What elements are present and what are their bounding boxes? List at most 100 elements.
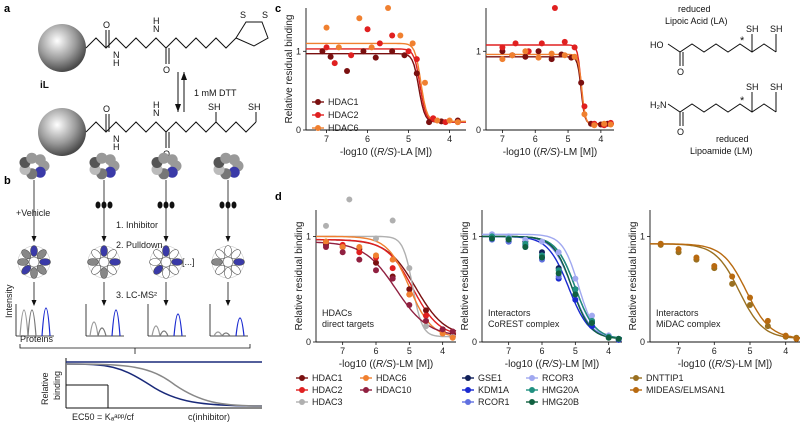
- bead-petal: [149, 258, 161, 266]
- lm-o: O: [677, 127, 684, 137]
- bead-petal: [224, 267, 232, 279]
- data-point: [373, 235, 379, 242]
- data-point: [327, 53, 334, 60]
- data-point: [605, 334, 612, 341]
- protein-blob: [104, 154, 116, 166]
- legend-label: RCOR1: [478, 397, 510, 407]
- bead-core: [28, 256, 40, 268]
- panel-label-c: c: [275, 3, 281, 15]
- data-point: [389, 48, 396, 55]
- data-point: [764, 317, 771, 324]
- x-tick-label: 6: [365, 134, 370, 144]
- x-tick-label: 5: [573, 346, 578, 356]
- legend-label: KDM1A: [478, 385, 509, 395]
- x-tick-label: 4: [447, 134, 452, 144]
- data-point: [406, 265, 413, 272]
- data-point: [439, 330, 446, 337]
- legend-label: HDAC3: [312, 397, 343, 407]
- data-point: [401, 52, 408, 59]
- legend-marker: [299, 399, 305, 405]
- data-point: [426, 119, 433, 126]
- data-point: [397, 32, 404, 39]
- bead-petal: [21, 264, 32, 275]
- atom-o-1: O: [103, 20, 110, 30]
- spectrum-peak: [235, 317, 245, 337]
- data-point: [319, 48, 326, 55]
- bead-petal: [106, 249, 117, 260]
- data-point: [406, 291, 413, 298]
- la-o: O: [677, 67, 684, 77]
- spectrum-peak: [221, 332, 231, 337]
- atom-n-3: N: [113, 134, 120, 144]
- x-tick-label: 4: [783, 346, 788, 356]
- data-point: [389, 256, 396, 263]
- data-point: [423, 312, 429, 319]
- data-point: [339, 249, 346, 256]
- data-point: [535, 48, 542, 55]
- legend-marker: [529, 399, 535, 405]
- data-point: [555, 270, 562, 277]
- data-point: [339, 243, 346, 250]
- data-point: [389, 32, 396, 39]
- la-star: *: [740, 35, 745, 47]
- ec50-label: EC50 = Kₐᵃᵖᵖ/cf: [72, 412, 134, 422]
- bead-petal: [21, 249, 32, 260]
- lm-sh-1: SH: [746, 82, 759, 92]
- data-point: [729, 273, 736, 280]
- data-point: [539, 254, 545, 261]
- data-point: [348, 52, 355, 59]
- data-point: [548, 50, 555, 57]
- step-lcms: 3. LC-MS²: [116, 290, 157, 300]
- data-point: [389, 265, 396, 272]
- data-point: [409, 40, 416, 47]
- spectrum-peak: [111, 309, 121, 337]
- data-point: [489, 235, 495, 242]
- lm-star: *: [740, 95, 745, 107]
- bead-petal: [91, 249, 102, 260]
- x-tick-label: 7: [324, 134, 329, 144]
- bead-petal: [168, 264, 179, 275]
- cinhib-label: c(inhibitor): [188, 412, 230, 422]
- data-point: [747, 294, 753, 301]
- data-point: [555, 249, 562, 256]
- bead-petal: [30, 245, 38, 257]
- data-point: [331, 60, 338, 67]
- data-point: [423, 307, 429, 314]
- x-axis-label: -log10 ((R/S)-LM [M]): [503, 147, 597, 158]
- data-point: [449, 334, 456, 341]
- data-point: [581, 103, 588, 110]
- legend-label: HDAC1: [312, 373, 343, 383]
- spectrum-peak: [159, 330, 169, 337]
- data-point: [522, 236, 529, 243]
- bead-petal: [36, 249, 47, 260]
- data-point: [373, 252, 379, 259]
- chart-annotation: HDACs: [322, 308, 353, 318]
- data-point: [571, 53, 578, 60]
- data-point: [323, 238, 329, 245]
- curve-2: [65, 363, 263, 407]
- protein-blob: [34, 166, 46, 178]
- protein-blob: [228, 154, 240, 166]
- legend-label: HDAC2: [312, 385, 343, 395]
- relative-label-2: binding: [52, 371, 62, 400]
- x-tick-label: 5: [406, 134, 411, 144]
- chart-c1: 7 6 5 4 0 1 -log10 ((R/S)-LA [M]) Relative resi…: [284, 5, 466, 158]
- chart-d1: 7 6 5 4 0 1 -log10 ((R/S)-LM [M]) Relative resi…: [294, 196, 457, 407]
- data-point: [364, 26, 371, 33]
- atom-n-4: N: [153, 108, 160, 118]
- x-axis-label: -log10 ((R/S)-LM [M]): [678, 359, 772, 370]
- fit-curve-hdac1: [486, 56, 614, 125]
- atom-h-2: H: [153, 16, 160, 26]
- step-inhibitor: 1. Inhibitor: [116, 220, 158, 230]
- la-sh-2: SH: [770, 24, 783, 34]
- legend-label: HDAC6: [328, 123, 359, 133]
- lm-name-1: reduced: [716, 134, 749, 144]
- inhibitor-icon: [219, 201, 225, 209]
- chart-annotation: direct targets: [322, 319, 375, 329]
- dose-response-schematic: Relative binding EC50 = Kₐᵃᵖᵖ/cf c(inhib…: [40, 358, 263, 422]
- step-pulldown: 2. Pulldown: [116, 240, 163, 250]
- y-axis-label: Relative residual binding: [628, 222, 639, 331]
- bead-petal: [171, 258, 183, 266]
- atom-n-1: N: [113, 50, 120, 60]
- bead-label: iL: [40, 80, 49, 91]
